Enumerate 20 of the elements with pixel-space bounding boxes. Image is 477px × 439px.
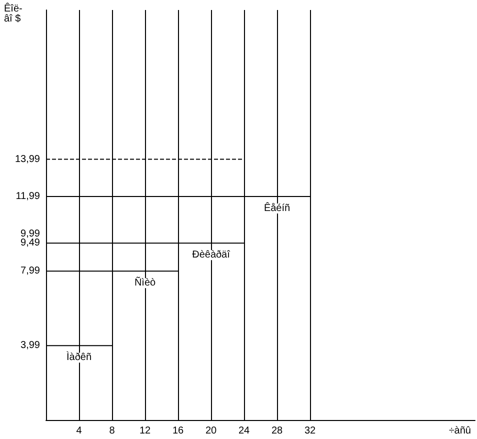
x-tick-label: 24 [238,426,250,436]
x-tick-label: 8 [109,426,116,436]
y-tick-label: 9,99 [20,228,40,240]
y-tick-label: 7,99 [20,266,40,277]
series-label: Ðèêàðäî [192,250,232,261]
x-tick-label: 16 [172,426,184,436]
y-tick-label: 3,99 [20,340,40,352]
y-tick-label: 13,99 [14,154,40,165]
series-label: Ñìèò [134,276,156,289]
x-tick-label: 4 [76,426,82,436]
x-tick-label: 32 [304,426,316,436]
series-label: Ìàðêñ [66,351,92,364]
y-tick-label: 11,99 [16,191,40,202]
y-tick-label: 9,49 [20,238,40,249]
y-axis-title: Êîë-âî $ [4,2,22,24]
x-tick-label: 28 [271,426,283,436]
x-tick-label: 12 [139,426,151,436]
x-tick-label: 20 [205,426,217,436]
x-axis-title: ÷àñû [448,426,471,436]
series-label: Êåéíñ [264,202,290,214]
